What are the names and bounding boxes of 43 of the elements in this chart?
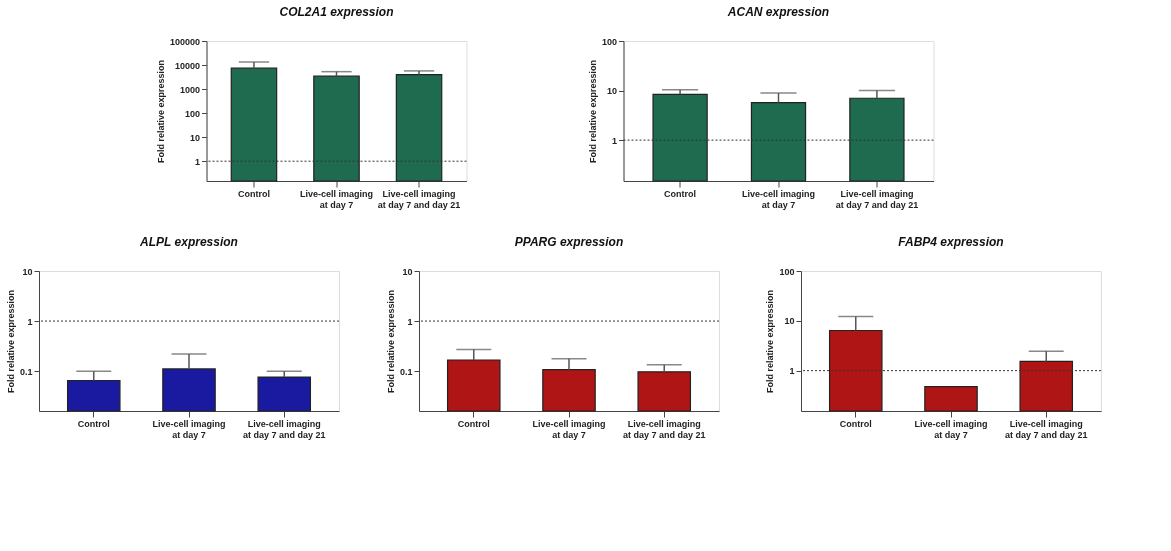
- x-tick-label: Control: [237, 188, 270, 199]
- y-tick-label: 1: [27, 316, 33, 327]
- x-tick-label: Live-cell imaging at day 7 and day 21: [835, 188, 919, 210]
- x-tick-label: Control: [839, 418, 872, 429]
- chart-title: ACAN expression: [726, 5, 830, 19]
- y-tick-label: 1: [611, 135, 617, 146]
- y-tick-label: 1: [194, 156, 200, 167]
- y-tick-label: 1: [407, 316, 413, 327]
- y-tick-label: 100: [184, 108, 200, 119]
- chart-title: COL2A1 expression: [279, 5, 394, 19]
- x-tick-label: Live-cell imaging at day 7: [741, 188, 816, 210]
- y-axis-title: Fold relative expression: [385, 289, 396, 394]
- y-tick-label: 100000: [169, 36, 200, 47]
- y-tick-label: 10: [189, 132, 200, 143]
- y-tick-label: 10: [402, 266, 413, 277]
- y-axis-title: Fold relative expression: [155, 59, 166, 164]
- x-tick-label: Control: [664, 188, 697, 199]
- chart-title: PPARG expression: [514, 235, 624, 249]
- y-axis-title: Fold relative expression: [5, 289, 16, 394]
- y-axis-title: Fold relative expression: [587, 59, 598, 164]
- y-tick-label: 100: [601, 36, 617, 47]
- x-tick-label: Live-cell imaging at day 7 and day 21: [1004, 418, 1088, 440]
- x-tick-label: Live-cell imaging at day 7: [914, 418, 988, 440]
- y-tick-label: 1000: [179, 84, 200, 95]
- x-tick-label: Live-cell imaging at day 7: [532, 418, 606, 440]
- y-tick-label: 10: [784, 316, 795, 327]
- x-tick-label: Live-cell imaging at day 7: [152, 418, 226, 440]
- y-tick-label: 0.1: [19, 366, 33, 377]
- x-tick-label: Live-cell imaging at day 7 and day 21: [622, 418, 706, 440]
- chart-title: ALPL expression: [139, 235, 238, 249]
- x-tick-label: Control: [77, 418, 110, 429]
- chart-title: FABP4 expression: [898, 235, 1004, 249]
- x-tick-label: Control: [457, 418, 490, 429]
- y-tick-label: 0.1: [399, 366, 413, 377]
- y-tick-label: 1: [789, 366, 795, 377]
- y-axis-title: Fold relative expression: [765, 289, 776, 394]
- y-tick-label: 10: [22, 266, 33, 277]
- x-tick-label: Live-cell imaging at day 7 and day 21: [377, 188, 461, 210]
- x-tick-label: Live-cell imaging at day 7 and day 21: [242, 418, 326, 440]
- y-tick-label: 10000: [174, 60, 200, 71]
- y-tick-label: 100: [779, 266, 795, 277]
- x-tick-label: Live-cell imaging at day 7: [299, 188, 374, 210]
- y-tick-label: 10: [606, 86, 617, 97]
